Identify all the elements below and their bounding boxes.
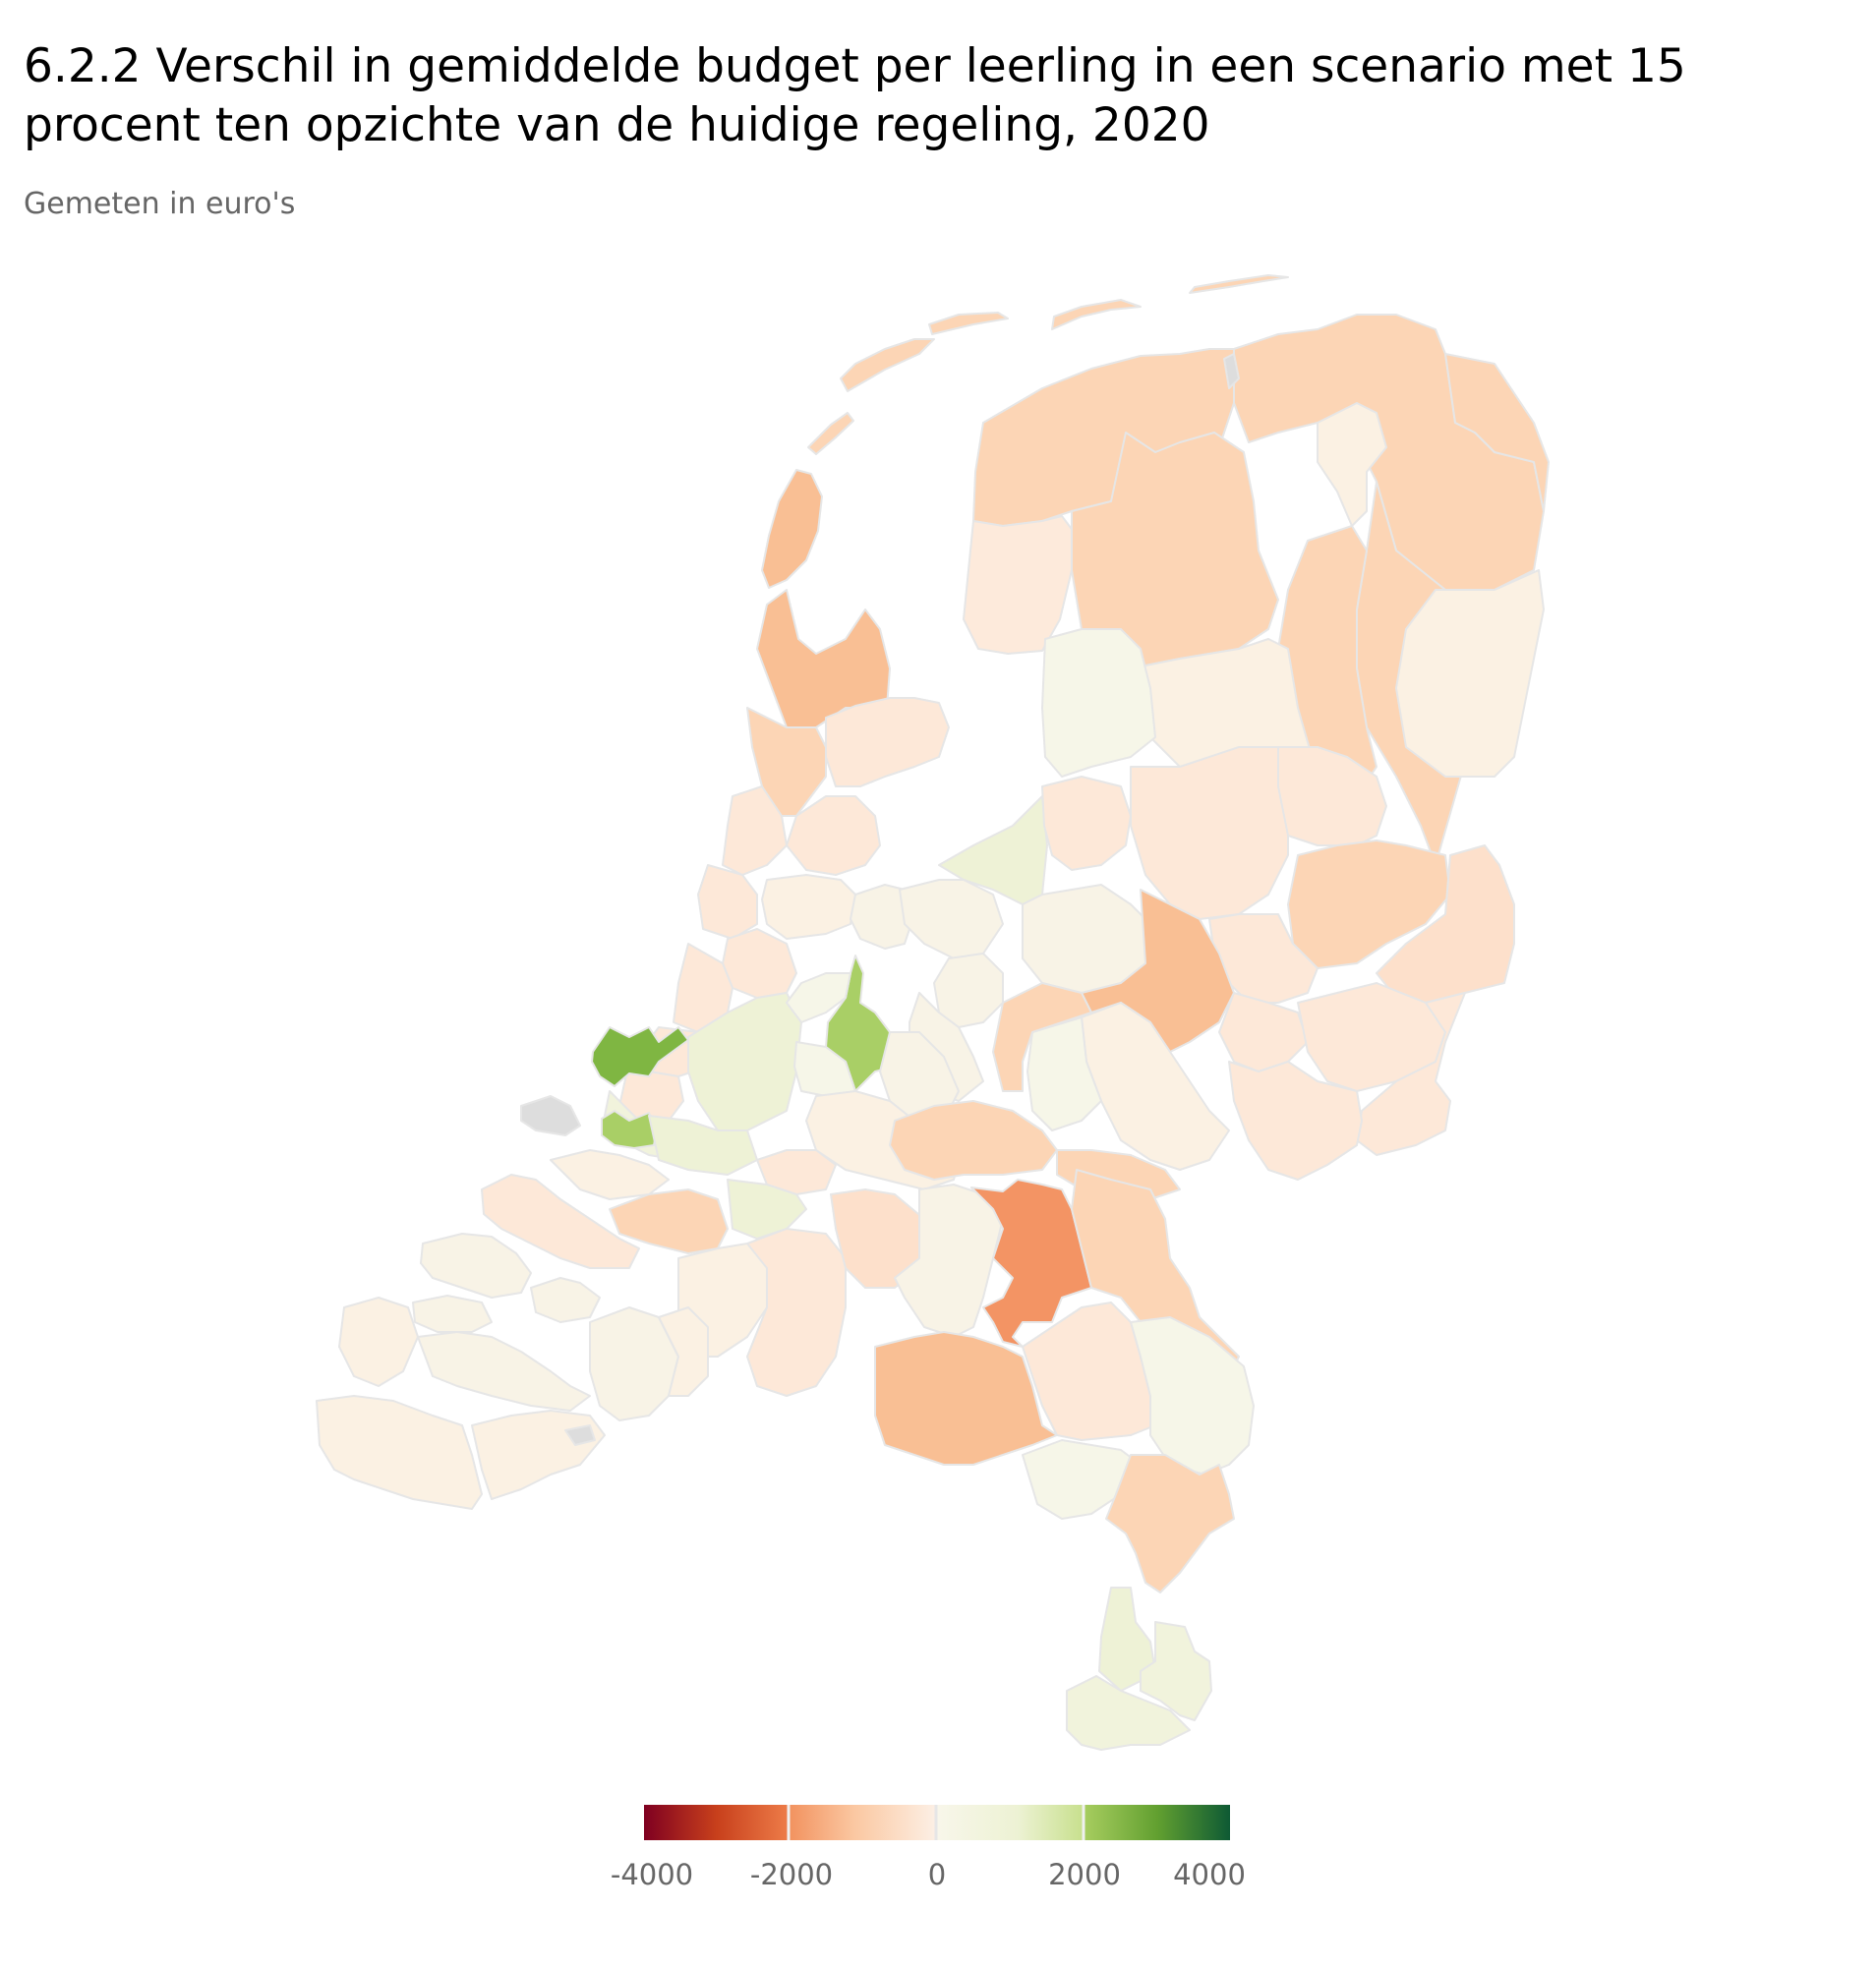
legend-label-0: 0 bbox=[927, 1858, 947, 1891]
region-zoetermeer-groen[interactable] bbox=[687, 992, 802, 1131]
brabant-regions bbox=[609, 1169, 1255, 1593]
flevoland-regions bbox=[899, 628, 1156, 959]
region-tilburg[interactable] bbox=[746, 1228, 847, 1397]
region-terschelling[interactable] bbox=[840, 338, 935, 392]
legend-segment-4 bbox=[1085, 1805, 1230, 1840]
region-zeeuws-vlaanderen-oost[interactable] bbox=[471, 1410, 606, 1500]
region-noord-limburg[interactable] bbox=[1105, 1454, 1235, 1593]
region-rottumeroog[interactable] bbox=[1189, 274, 1289, 294]
region-tholen[interactable] bbox=[530, 1277, 601, 1323]
region-groningen-stad[interactable] bbox=[1317, 402, 1387, 527]
region-ameland[interactable] bbox=[928, 312, 1009, 335]
region-alkmaar[interactable] bbox=[746, 707, 827, 817]
region-goeree-overflakkee[interactable] bbox=[481, 1174, 640, 1269]
region-den-haag[interactable] bbox=[591, 1026, 689, 1087]
noord-holland-regions bbox=[697, 589, 950, 999]
region-haarlem[interactable] bbox=[697, 864, 758, 940]
region-kop-van-overijssel[interactable] bbox=[1041, 776, 1132, 871]
region-zeeuws-vlaanderen-west[interactable] bbox=[316, 1395, 483, 1510]
region-zuid-beveland[interactable] bbox=[417, 1331, 591, 1412]
legend-segment-1 bbox=[644, 1805, 790, 1840]
region-noordoostpolder[interactable] bbox=[1041, 628, 1156, 778]
region-arnhem-zuid[interactable] bbox=[1026, 1016, 1102, 1131]
region-zuidwest-friesland[interactable] bbox=[963, 515, 1078, 655]
region-nijmegen-west[interactable] bbox=[889, 1100, 1058, 1181]
region-amstelland[interactable] bbox=[722, 928, 797, 999]
legend-label-minus4000: -4000 bbox=[610, 1858, 694, 1891]
region-schouwen-duiveland[interactable] bbox=[420, 1233, 532, 1299]
region-parkstad[interactable] bbox=[1140, 1621, 1212, 1721]
region-zaanstreek-waterland[interactable] bbox=[786, 795, 881, 876]
region-zuidoost-brabant-west[interactable] bbox=[874, 1331, 1058, 1466]
region-kop-van-noord-holland[interactable] bbox=[756, 589, 891, 728]
region-almere-zeewolde[interactable] bbox=[899, 879, 1004, 959]
legend-label-2000: 2000 bbox=[1048, 1858, 1121, 1891]
zuid-holland-utrecht-regions bbox=[591, 943, 1181, 1200]
legend-label-minus2000: -2000 bbox=[749, 1858, 834, 1891]
region-utrecht-west[interactable] bbox=[786, 972, 851, 1023]
legend-segment-2 bbox=[790, 1805, 935, 1840]
region-delfzijl-oost[interactable] bbox=[1444, 353, 1550, 512]
harbour-antwerpen-vicinity bbox=[564, 1424, 596, 1446]
region-west-friesland[interactable] bbox=[825, 697, 950, 787]
region-amersfoort[interactable] bbox=[933, 953, 1004, 1028]
region-hoeksche-waard[interactable] bbox=[550, 1149, 670, 1200]
region-gooi-vechtstreek[interactable] bbox=[850, 884, 915, 950]
region-zuidoost-drenthe[interactable] bbox=[1395, 569, 1545, 778]
legend-label-4000: 4000 bbox=[1173, 1858, 1246, 1891]
region-zwolle-ijsseldelta[interactable] bbox=[1130, 746, 1289, 920]
region-achterhoek-zuid[interactable] bbox=[1228, 1061, 1363, 1181]
wadden-islands bbox=[761, 274, 1289, 589]
east-regions bbox=[909, 746, 1515, 1181]
zeeland-regions bbox=[316, 1149, 709, 1510]
harbour-rotterdam bbox=[520, 1095, 581, 1136]
region-deventer[interactable] bbox=[1218, 992, 1309, 1072]
region-vechtdal[interactable] bbox=[1277, 746, 1387, 846]
legend-segment-3 bbox=[937, 1805, 1083, 1840]
region-ede[interactable] bbox=[992, 982, 1092, 1092]
legend-labels: -4000 -2000 0 2000 4000 bbox=[0, 1858, 1876, 1897]
water-areas bbox=[520, 353, 1240, 1446]
region-oost-veluwe[interactable] bbox=[1081, 1002, 1230, 1171]
region-drechtsteden[interactable] bbox=[727, 1179, 807, 1240]
color-scale-legend bbox=[644, 1805, 1230, 1840]
region-maastricht-heuvelland[interactable] bbox=[1066, 1675, 1191, 1751]
region-amsterdam[interactable] bbox=[761, 874, 856, 940]
limburg-south-regions bbox=[1066, 1587, 1212, 1751]
region-roosendaal[interactable] bbox=[658, 1306, 709, 1397]
chart-title: 6.2.2 Verschil in gemiddelde budget per … bbox=[24, 39, 1686, 152]
region-vlieland[interactable] bbox=[807, 412, 854, 455]
lauwersmeer bbox=[1223, 353, 1240, 389]
region-noord-kennemerland[interactable] bbox=[722, 785, 788, 876]
region-achterhoek-oost[interactable] bbox=[1356, 992, 1466, 1156]
region-noord-limburg-west[interactable] bbox=[1130, 1316, 1255, 1476]
chart-subtitle: Gemeten in euro's bbox=[24, 187, 296, 221]
region-noordoost-brabant[interactable] bbox=[970, 1179, 1092, 1348]
region-noord-beveland[interactable] bbox=[412, 1295, 493, 1333]
region-lelystad-dronten[interactable] bbox=[938, 795, 1048, 905]
region-schiermonnikoog[interactable] bbox=[1051, 299, 1142, 330]
region-texel[interactable] bbox=[761, 469, 823, 589]
region-utrecht-stad[interactable] bbox=[825, 955, 896, 1092]
region-bergen-op-zoom[interactable] bbox=[589, 1306, 679, 1421]
region-west-brabant-noord[interactable] bbox=[609, 1188, 729, 1254]
region-walcheren[interactable] bbox=[338, 1297, 419, 1387]
